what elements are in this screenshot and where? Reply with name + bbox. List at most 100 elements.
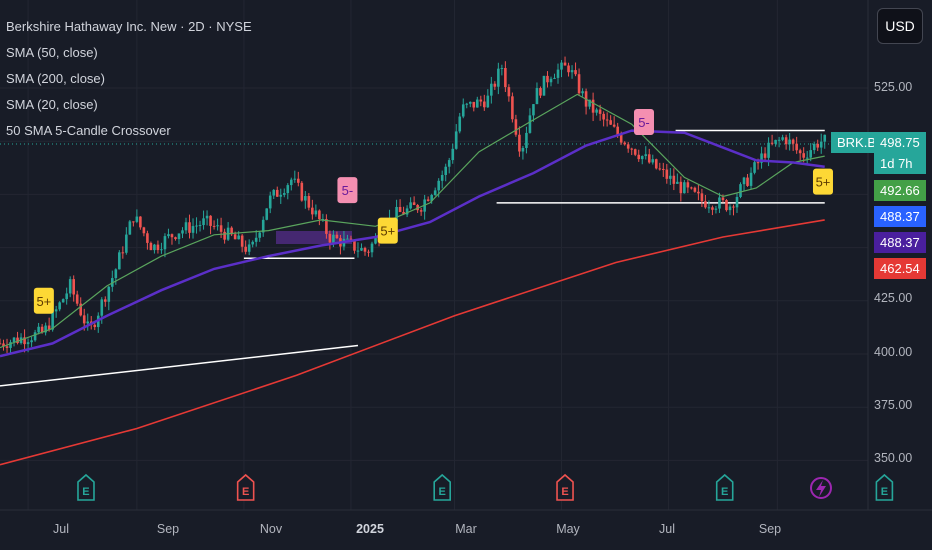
candle-up — [395, 206, 398, 221]
candle-down — [630, 148, 634, 150]
candle-up — [51, 311, 54, 330]
legend-sma200[interactable]: SMA (200, close) — [6, 71, 105, 86]
candle-up — [588, 99, 591, 107]
signal-minus-marker — [633, 109, 654, 136]
candle-down — [398, 206, 402, 212]
candle-up — [749, 172, 753, 186]
candle-up — [12, 337, 16, 343]
candle-down — [507, 87, 511, 97]
candle-down — [72, 279, 75, 295]
legend-sma50[interactable]: SMA (50, close) — [6, 45, 98, 60]
candle-down — [23, 337, 26, 345]
candle-up — [135, 216, 139, 222]
candle-up — [153, 244, 156, 251]
candle-up — [444, 166, 448, 175]
x-tick-label: Nov — [259, 522, 283, 536]
candle-down — [637, 154, 641, 160]
earnings-label: E — [242, 486, 249, 498]
candle-up — [525, 132, 528, 148]
candle-down — [472, 101, 476, 108]
candle-up — [163, 236, 167, 250]
candle-down — [483, 101, 486, 108]
candle-up — [251, 241, 254, 245]
candle-down — [721, 197, 725, 201]
candle-down — [40, 326, 44, 333]
candle-down — [602, 113, 605, 120]
candle-up — [819, 141, 823, 148]
candle-down — [504, 67, 507, 88]
earnings-label: E — [561, 486, 568, 498]
candle-up — [279, 194, 283, 197]
candle-down — [609, 120, 612, 125]
candle-down — [802, 153, 805, 158]
candle-down — [567, 65, 570, 73]
candle-down — [626, 144, 630, 149]
x-tick-label: Sep — [156, 522, 180, 536]
candle-up — [486, 95, 490, 108]
candle-down — [103, 299, 107, 302]
candle-down — [300, 182, 304, 201]
candle-up — [742, 177, 746, 185]
dividend-flash-icon[interactable] — [810, 477, 832, 499]
candle-down — [139, 216, 142, 228]
candle-up — [314, 210, 318, 215]
candle-down — [598, 109, 602, 114]
candle-up — [500, 67, 504, 69]
candle-up — [714, 208, 718, 210]
candle-up — [128, 221, 132, 235]
candle-down — [233, 234, 237, 240]
moving-averages — [0, 93, 825, 466]
candle-up — [683, 182, 686, 194]
candle-up — [465, 103, 469, 105]
x-tick-label-year: 2025 — [356, 522, 384, 536]
candle-down — [514, 119, 518, 135]
candle-up — [191, 226, 195, 233]
candle-down — [693, 187, 697, 192]
candle-down — [511, 96, 514, 120]
candle-up — [669, 175, 672, 179]
candle-down — [297, 178, 300, 183]
candle-down — [230, 227, 233, 235]
candle-down — [784, 137, 788, 145]
earnings-label: E — [82, 486, 89, 498]
candle-up — [61, 299, 65, 303]
candle-up — [177, 233, 181, 240]
candle-down — [518, 134, 521, 152]
candle-up — [167, 234, 170, 237]
candle-down — [577, 74, 581, 94]
candle-down — [219, 225, 223, 232]
candle-down — [307, 196, 311, 208]
candle-down — [679, 181, 683, 194]
candle-up — [549, 78, 553, 83]
candle-up — [521, 147, 525, 152]
candle-up — [65, 293, 68, 300]
sma50-tag-secondary: 488.37 — [874, 232, 926, 253]
candle-down — [770, 142, 774, 144]
candle-down — [2, 343, 5, 347]
candle-up — [293, 178, 297, 180]
earnings-badge-icon — [236, 473, 255, 501]
candle-up — [707, 207, 711, 209]
candle-down — [479, 99, 483, 102]
symbol-title[interactable]: Berkshire Hathaway Inc. New · 2D · NYSE — [6, 19, 252, 34]
legend-sma20[interactable]: SMA (20, close) — [6, 97, 98, 112]
candle-up — [68, 279, 72, 294]
candle-up — [433, 190, 437, 196]
currency-button[interactable]: USD — [877, 8, 923, 44]
candle-down — [746, 177, 749, 186]
x-tick-label: Jul — [659, 522, 675, 536]
candle-down — [75, 294, 79, 304]
candle-up — [458, 116, 462, 132]
candle-up — [37, 326, 40, 333]
candle-up — [374, 237, 377, 244]
legend-strategy[interactable]: 50 SMA 5-Candle Crossover — [6, 123, 171, 138]
candle-up — [760, 153, 763, 163]
candle-up — [809, 150, 812, 158]
candle-down — [325, 219, 328, 234]
signal-minus-marker — [337, 177, 358, 204]
candle-down — [686, 182, 690, 188]
signal-plus-marker — [812, 168, 833, 195]
candle-down — [212, 225, 216, 227]
candle-up — [44, 325, 47, 333]
